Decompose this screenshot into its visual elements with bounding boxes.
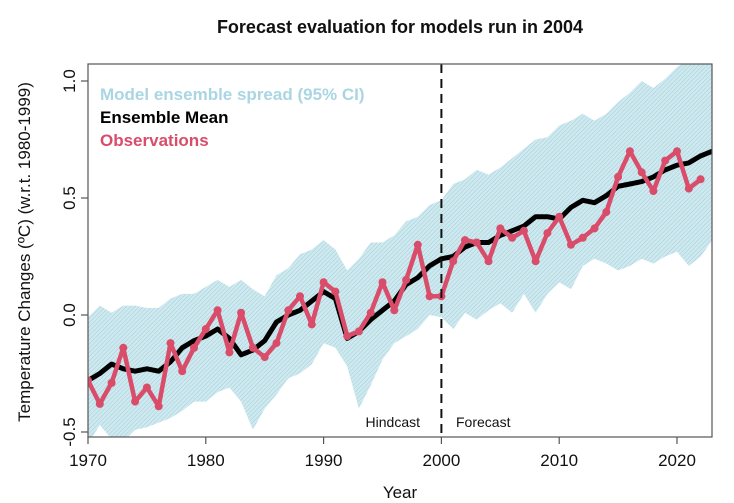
observation-point <box>484 257 493 266</box>
observation-point <box>625 147 634 156</box>
legend-item-spread: Model ensemble spread (95% CI) <box>100 85 365 104</box>
observation-point <box>354 327 363 336</box>
observation-point <box>602 208 611 216</box>
observation-point <box>696 175 705 184</box>
observation-point <box>248 343 257 352</box>
observation-point <box>413 240 422 249</box>
legend-item-observations: Observations <box>100 131 209 150</box>
x-tick-label: 1990 <box>305 451 343 470</box>
observation-point <box>449 257 458 266</box>
observation-point <box>154 402 163 411</box>
observation-point <box>390 306 399 315</box>
x-tick-label: 2020 <box>658 451 696 470</box>
ensemble-spread-band <box>88 64 712 437</box>
observation-point <box>461 236 469 245</box>
y-tick-label: 0.5 <box>60 186 79 210</box>
y-tick-label: 1.0 <box>60 69 79 93</box>
observation-point <box>684 184 693 193</box>
observation-point <box>331 287 340 296</box>
observation-point <box>496 224 505 233</box>
x-tick-label: 2000 <box>422 451 460 470</box>
observation-point <box>402 275 411 284</box>
plot-frame <box>87 63 713 438</box>
hindcast-label: Hindcast <box>366 414 421 430</box>
observation-point <box>590 224 599 233</box>
chart-title: Forecast evaluation for models run in 20… <box>217 17 583 37</box>
x-tick-label: 2010 <box>540 451 578 470</box>
legend: Model ensemble spread (95% CI) Ensemble … <box>100 85 365 150</box>
observation-point <box>567 240 575 249</box>
observation-point <box>107 378 116 387</box>
observation-point <box>637 168 646 177</box>
observation-point <box>343 332 352 341</box>
observation-point <box>166 339 175 348</box>
observation-point <box>260 353 269 362</box>
y-tick-label: 0.0 <box>60 303 79 327</box>
legend-item-mean: Ensemble Mean <box>100 108 229 127</box>
x-tick-label: 1980 <box>187 451 225 470</box>
observation-point <box>201 325 210 333</box>
x-axis-label: Year <box>383 483 418 502</box>
observation-point <box>614 172 623 181</box>
observation-point <box>519 226 528 235</box>
observation-point <box>178 367 187 376</box>
x-axis: 1970 1980 1990 2000 2010 2020 <box>69 437 696 470</box>
observation-point <box>319 278 328 287</box>
x-tick-label: 1970 <box>69 451 107 470</box>
observation-point <box>578 233 587 242</box>
observation-point <box>190 343 198 352</box>
observation-point <box>673 147 681 156</box>
observation-point <box>88 376 92 385</box>
observation-point <box>213 306 222 315</box>
observation-point <box>378 278 387 287</box>
observation-point <box>95 399 104 408</box>
observation-point <box>131 397 140 406</box>
observation-point <box>237 308 246 317</box>
observations-series <box>88 147 705 411</box>
observation-point <box>366 308 375 317</box>
observation-point <box>225 348 234 357</box>
observation-point <box>425 292 434 301</box>
observation-point <box>284 306 293 315</box>
y-axis: -0.5 0.0 0.5 1.0 <box>60 69 88 447</box>
forecast-label: Forecast <box>456 414 511 430</box>
y-axis-label: Temperature Changes (ºC) (w.r.t. 1980-19… <box>15 82 34 422</box>
observation-point <box>649 187 658 195</box>
observation-point <box>531 257 540 266</box>
observation-point <box>142 383 151 392</box>
observation-point <box>472 238 481 247</box>
observation-point <box>543 229 552 238</box>
observation-point <box>508 233 517 242</box>
observation-point <box>119 343 128 352</box>
y-tick-label: -0.5 <box>60 417 79 446</box>
observation-point <box>661 156 670 165</box>
observation-point <box>296 292 304 301</box>
plot-area <box>88 64 712 437</box>
observation-point <box>555 212 564 221</box>
observation-point <box>272 339 281 348</box>
observation-point <box>307 320 316 329</box>
